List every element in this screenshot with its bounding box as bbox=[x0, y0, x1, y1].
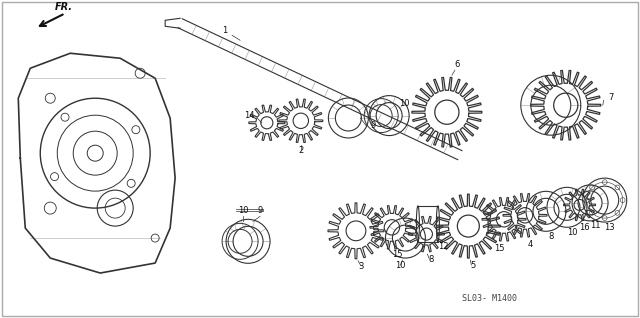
Text: 5: 5 bbox=[471, 261, 476, 270]
Text: 3: 3 bbox=[358, 262, 364, 271]
Text: 10: 10 bbox=[238, 206, 248, 215]
Text: 7: 7 bbox=[608, 93, 613, 102]
Text: 1: 1 bbox=[223, 26, 228, 35]
Text: 13: 13 bbox=[604, 223, 615, 232]
Text: 9: 9 bbox=[257, 206, 262, 215]
Text: 15: 15 bbox=[494, 244, 504, 253]
Text: 9: 9 bbox=[371, 121, 376, 130]
Text: 15: 15 bbox=[392, 250, 402, 259]
Text: 11: 11 bbox=[590, 221, 600, 230]
Text: 10: 10 bbox=[566, 228, 577, 237]
Text: 10: 10 bbox=[399, 99, 410, 107]
Text: 12: 12 bbox=[438, 242, 448, 251]
Text: 14: 14 bbox=[244, 111, 254, 120]
Text: 2: 2 bbox=[298, 146, 303, 155]
Text: 16: 16 bbox=[579, 223, 590, 232]
Text: FR.: FR. bbox=[55, 2, 73, 12]
Text: 8: 8 bbox=[429, 255, 434, 264]
Text: 10: 10 bbox=[395, 261, 406, 270]
Text: 4: 4 bbox=[527, 240, 532, 249]
Text: 6: 6 bbox=[454, 60, 460, 69]
Text: 8: 8 bbox=[548, 232, 554, 241]
Text: SL03- M1400: SL03- M1400 bbox=[462, 294, 517, 302]
